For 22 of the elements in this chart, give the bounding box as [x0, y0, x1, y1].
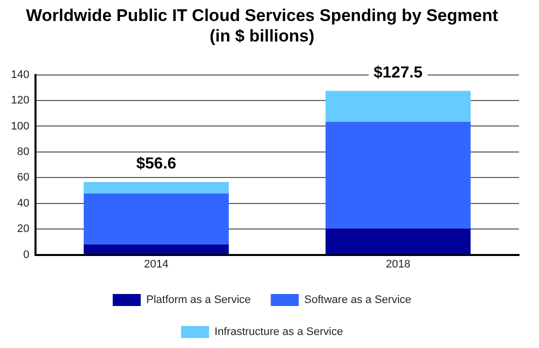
y-tick-label: 140 — [10, 68, 30, 81]
bar — [326, 90, 471, 122]
total-label: $127.5 — [374, 64, 423, 82]
legend-label: Infrastructure as a Service — [214, 326, 343, 338]
y-tick-label: 20 — [17, 223, 30, 236]
legend-label: Software as a Service — [304, 294, 412, 306]
y-tick-label: 0 — [23, 248, 30, 261]
total-label: $56.6 — [136, 155, 176, 172]
bar — [326, 228, 471, 254]
bar — [326, 122, 471, 229]
x-tick-label: 2014 — [144, 258, 169, 270]
y-tick-label: 60 — [17, 172, 30, 184]
x-tick-label: 2018 — [386, 258, 410, 270]
bar — [84, 193, 229, 244]
bar — [84, 182, 229, 194]
y-tick-label: 120 — [10, 94, 30, 107]
y-tick-label: 80 — [17, 146, 30, 158]
y-tick-label: 40 — [17, 197, 30, 210]
y-tick-label: 100 — [10, 120, 30, 132]
bar — [84, 244, 229, 254]
legend-label: Platform as a Service — [146, 294, 251, 306]
chart-title: Worldwide Public IT Cloud Services Spending by Segment (in $ billions) — [26, 6, 498, 46]
